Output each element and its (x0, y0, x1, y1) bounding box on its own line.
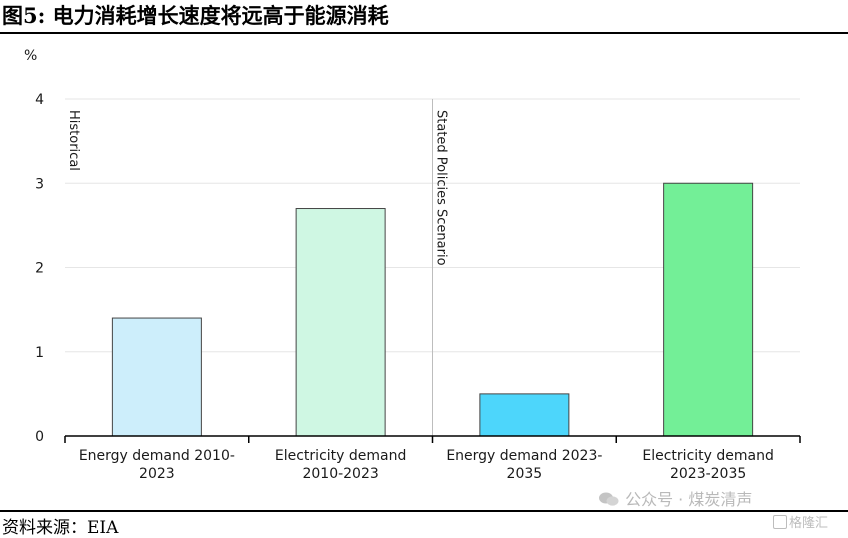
corner-logo: 格隆汇 (773, 512, 828, 531)
y-tick-label: 0 (35, 429, 44, 445)
wechat-icon (599, 492, 619, 506)
bar-chart: % 0 1 2 3 4 Energy demand 2010- 2023 Electrici… (24, 48, 801, 482)
figure-title: 图5: 电力消耗增长速度将远高于能源消耗 (0, 0, 848, 34)
annotation-stated-policies: Stated Policies Scenario (434, 110, 449, 266)
y-tick-label: 1 (35, 345, 44, 361)
x-tick-label-line1: Energy demand 2023- (446, 448, 602, 464)
x-tick-label-line1: Electricity demand (642, 448, 773, 464)
y-tick-label: 3 (35, 176, 44, 192)
y-tick-labels: 0 1 2 3 4 (35, 92, 44, 445)
bar (111, 317, 202, 437)
logo-icon (773, 515, 787, 529)
bar (663, 182, 754, 437)
x-tick-label-line2: 2010-2023 (302, 466, 378, 482)
y-tick-label: 2 (35, 261, 44, 277)
corner-logo-text: 格隆汇 (789, 516, 829, 531)
x-axis (64, 435, 801, 443)
bars (111, 182, 754, 437)
x-tick-label-line2: 2023-2035 (670, 466, 746, 482)
x-tick-label-line2: 2035 (507, 466, 543, 482)
bar (295, 208, 386, 437)
watermark: 公众号 · 煤炭清声 (598, 486, 752, 510)
annotations: Historical Stated Policies Scenario (66, 110, 449, 266)
bar (479, 393, 570, 437)
annotation-historical: Historical (66, 110, 81, 171)
x-tick-label-line1: Energy demand 2010- (79, 448, 235, 464)
source-note: 资料来源：EIA (2, 518, 119, 538)
y-axis-label: % (24, 48, 37, 64)
x-tick-labels: Energy demand 2010- 2023 Electricity deman… (79, 448, 774, 482)
y-tick-label: 4 (35, 92, 44, 108)
x-tick-label-line2: 2023 (139, 466, 175, 482)
x-tick-label-line1: Electricity demand (275, 448, 406, 464)
source-divider (0, 510, 848, 512)
watermark-text: 公众号 · 煤炭清声 (625, 490, 753, 509)
